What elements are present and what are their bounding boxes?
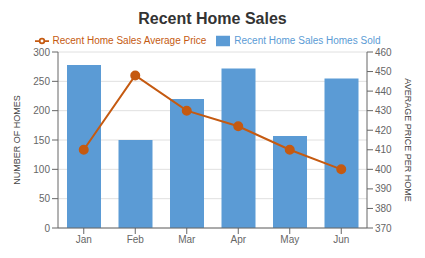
svg-text:420: 420 bbox=[375, 125, 392, 136]
svg-text:0: 0 bbox=[44, 223, 50, 234]
svg-text:Apr: Apr bbox=[230, 234, 246, 245]
svg-text:Feb: Feb bbox=[127, 234, 145, 245]
svg-text:Jan: Jan bbox=[76, 234, 92, 245]
svg-text:440: 440 bbox=[375, 86, 392, 97]
svg-text:150: 150 bbox=[33, 135, 50, 146]
svg-text:430: 430 bbox=[375, 105, 392, 116]
html-text:Recent Home Sales Homes Sold: Recent Home Sales Homes Sold bbox=[234, 34, 381, 46]
svg-text:450: 450 bbox=[375, 66, 392, 77]
svg-text:100: 100 bbox=[33, 164, 50, 175]
html-text:Recent Home Sales Average Pric: Recent Home Sales Average Price bbox=[52, 34, 207, 46]
svg-text:NUMBER OF HOMES: NUMBER OF HOMES bbox=[12, 95, 22, 185]
svg-text:May: May bbox=[280, 234, 299, 245]
svg-text:Mar: Mar bbox=[178, 234, 196, 245]
svg-text:200: 200 bbox=[33, 105, 50, 116]
svg-text:380: 380 bbox=[375, 203, 392, 214]
svg-text:Jun: Jun bbox=[333, 234, 349, 245]
svg-text:AVERAGE PRICE PER HOME: AVERAGE PRICE PER HOME bbox=[403, 78, 413, 201]
svg-text:410: 410 bbox=[375, 144, 392, 155]
svg-text:370: 370 bbox=[375, 223, 392, 234]
svg-text:400: 400 bbox=[375, 164, 392, 175]
svg-text:300: 300 bbox=[33, 47, 50, 58]
svg-text:460: 460 bbox=[375, 47, 392, 58]
html-text:Recent Home Sales: Recent Home Sales bbox=[138, 10, 287, 27]
svg-text:50: 50 bbox=[39, 193, 51, 204]
svg-text:250: 250 bbox=[33, 76, 50, 87]
svg-text:390: 390 bbox=[375, 183, 392, 194]
